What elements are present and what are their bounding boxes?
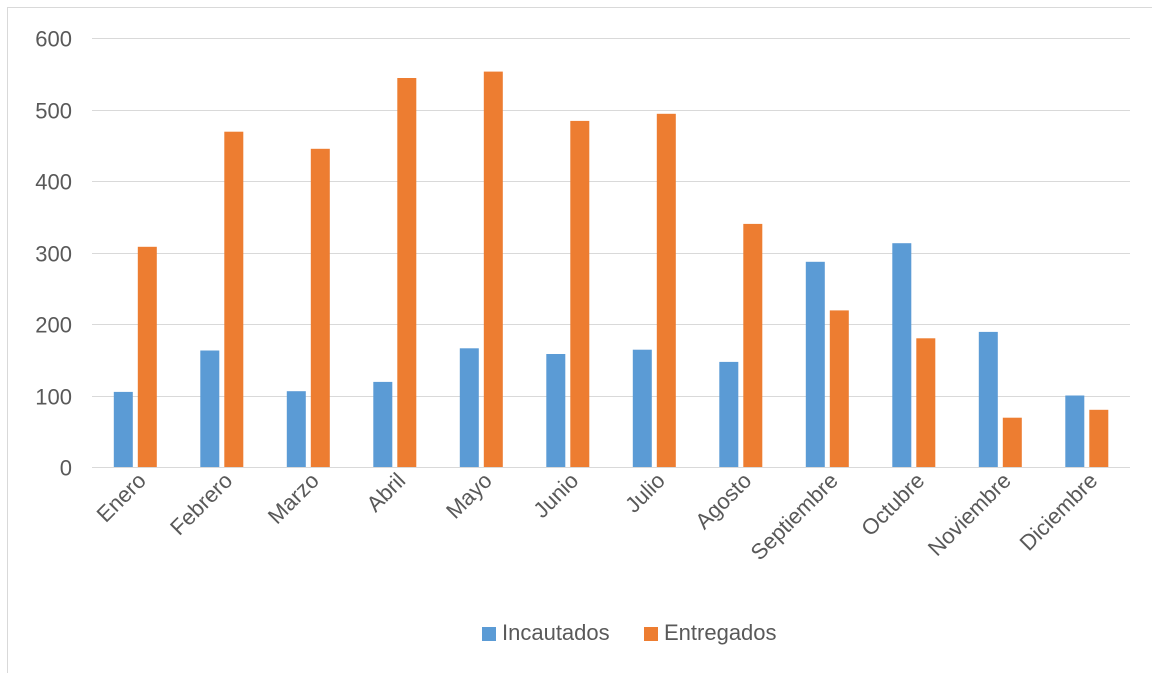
bar-entregados-noviembre <box>1002 417 1022 467</box>
bar-incautados-agosto <box>719 361 739 467</box>
bar-entregados-mayo <box>483 71 503 467</box>
gridlines <box>92 38 1130 468</box>
bar-entregados-diciembre <box>1089 409 1109 467</box>
bar-entregados-septiembre <box>829 310 849 467</box>
bar-incautados-noviembre <box>978 331 998 467</box>
bar-entregados-julio <box>656 113 676 468</box>
y-tick-label: 500 <box>35 99 72 124</box>
bar-entregados-junio <box>570 120 590 468</box>
y-axis-tick-labels: 0 100 200 300 400 500 600 <box>35 27 72 481</box>
bar-incautados-diciembre <box>1065 395 1085 467</box>
bar-incautados-mayo <box>459 348 479 467</box>
bar-entregados-marzo <box>310 148 330 468</box>
bar-incautados-marzo <box>286 391 306 467</box>
bar-incautados-abril <box>373 381 393 467</box>
y-tick-label: 0 <box>60 456 72 481</box>
bars <box>113 71 1109 468</box>
y-tick-label: 200 <box>35 313 72 338</box>
bar-entregados-octubre <box>916 338 936 467</box>
legend-swatch-entregados <box>644 627 658 641</box>
bar-entregados-agosto <box>743 223 763 467</box>
bar-incautados-enero <box>113 391 133 467</box>
y-tick-label: 300 <box>35 242 72 267</box>
bar-incautados-julio <box>632 349 652 467</box>
bar-incautados-septiembre <box>805 261 825 467</box>
bar-incautados-febrero <box>200 350 220 467</box>
legend-label-entregados: Entregados <box>664 620 777 645</box>
bar-incautados-octubre <box>892 243 912 467</box>
y-tick-label: 400 <box>35 170 72 195</box>
bar-entregados-febrero <box>224 131 244 467</box>
y-tick-label: 100 <box>35 385 72 410</box>
bar-incautados-junio <box>546 354 566 467</box>
chart-frame <box>7 7 1152 673</box>
legend: Incautados Entregados <box>482 620 777 645</box>
y-tick-label: 600 <box>35 27 72 52</box>
legend-label-incautados: Incautados <box>502 620 610 645</box>
bar-entregados-enero <box>137 246 157 467</box>
legend-swatch-incautados <box>482 627 496 641</box>
bar-entregados-abril <box>397 78 417 467</box>
